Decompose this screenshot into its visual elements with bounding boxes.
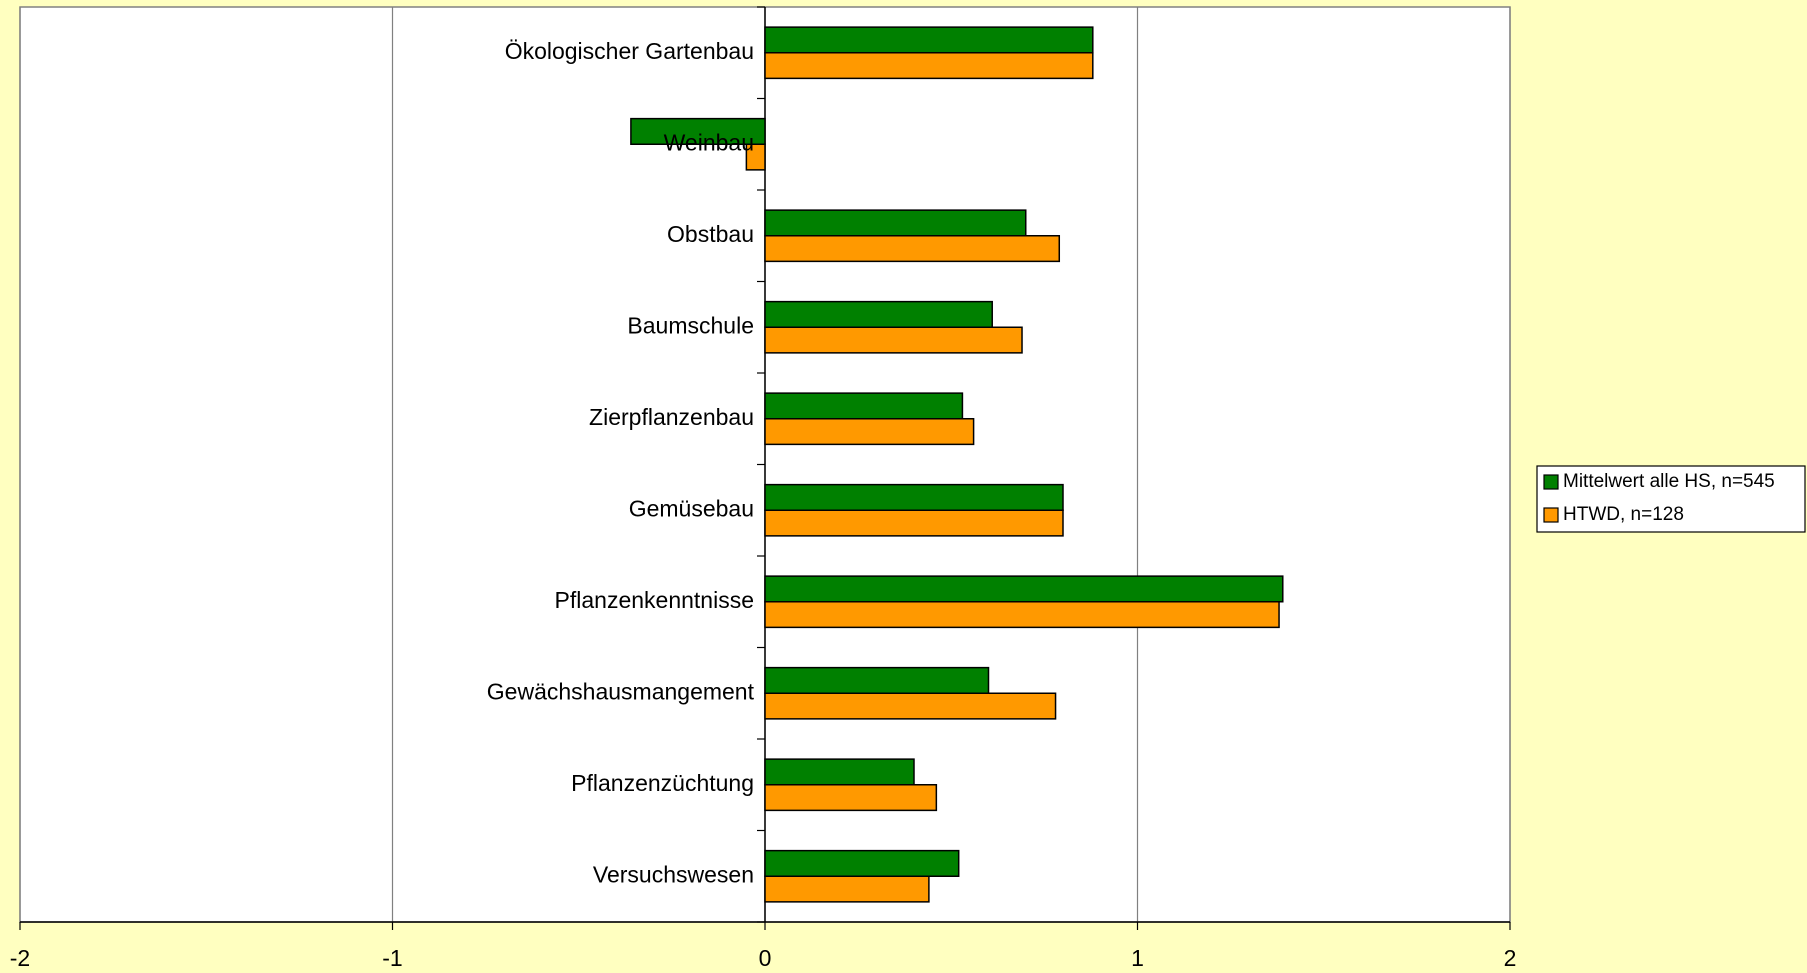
x-tick-label: 1 [1131, 945, 1144, 971]
x-tick-label: -2 [10, 945, 30, 971]
legend-label: Mittelwert alle HS, n=545 [1563, 471, 1775, 492]
legend-swatch [1543, 507, 1559, 523]
bar [764, 692, 1057, 720]
bar [764, 575, 1284, 603]
bar [764, 418, 975, 446]
bar [764, 300, 993, 329]
x-tick-label: 0 [759, 945, 772, 971]
y-tick-label: Ökologischer Gartenbau [505, 38, 754, 64]
bar [764, 483, 1064, 512]
legend: Mittelwert alle HS, n=545 HTWD, n=128 [1536, 465, 1806, 533]
y-tick-label: Weinbau [664, 129, 754, 155]
y-tick-label: Obstbau [667, 221, 754, 247]
bar [764, 209, 1027, 237]
x-tick-label: -1 [382, 945, 402, 971]
bar [764, 235, 1061, 263]
bar [764, 666, 990, 695]
bar [764, 849, 960, 878]
x-tick-label: 2 [1504, 945, 1517, 971]
legend-swatch [1543, 474, 1559, 490]
bar [764, 326, 1023, 354]
y-tick-label: Pflanzenzüchtung [571, 770, 754, 796]
legend-box [1536, 465, 1806, 533]
y-tick-label: Versuchswesen [593, 861, 754, 887]
bar [764, 601, 1280, 629]
y-tick-label: Gewächshausmangement [487, 678, 755, 704]
bar [764, 26, 1094, 54]
bar [764, 392, 964, 420]
bar [764, 784, 938, 812]
bar [764, 875, 930, 903]
y-tick-label: Baumschule [627, 312, 754, 338]
legend-label: HTWD, n=128 [1563, 504, 1684, 525]
bar [745, 143, 766, 171]
y-tick-label: Gemüsebau [629, 495, 754, 521]
bar [764, 52, 1094, 80]
bar [764, 509, 1064, 537]
bar [764, 758, 915, 786]
y-tick-label: Pflanzenkenntnisse [555, 587, 754, 613]
bar [630, 117, 766, 145]
y-tick-label: Zierpflanzenbau [589, 404, 754, 430]
